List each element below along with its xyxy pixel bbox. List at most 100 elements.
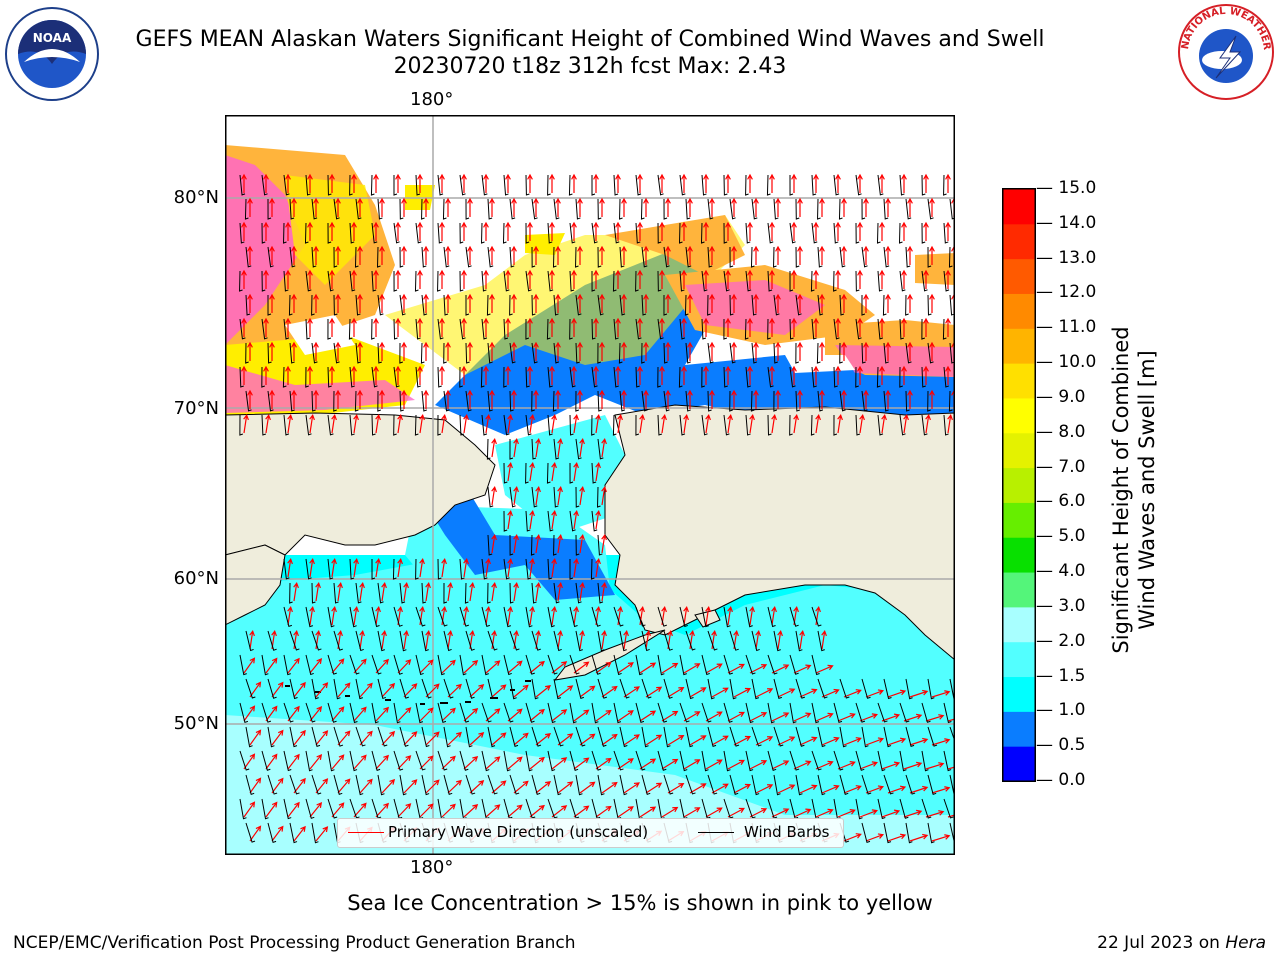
wind-barb <box>393 654 403 675</box>
wind-barb <box>905 294 909 316</box>
wind-barb <box>833 366 838 388</box>
wave-arrow <box>247 293 253 313</box>
wind-barb <box>861 822 871 844</box>
wind-barb <box>465 294 470 316</box>
wave-arrow <box>265 413 271 434</box>
wave-arrow <box>601 629 607 650</box>
wave-arrow <box>395 269 401 289</box>
wave-arrow <box>593 173 599 193</box>
wind-barb <box>657 654 665 676</box>
wave-arrow <box>601 581 607 602</box>
wave-arrow <box>621 197 627 217</box>
wind-barb <box>750 246 755 268</box>
wave-arrow <box>725 221 731 241</box>
wind-barb <box>327 174 332 196</box>
wind-barb <box>415 174 421 196</box>
wind-barb <box>305 798 315 819</box>
wind-barb <box>641 294 647 316</box>
wave-arrow <box>593 221 599 241</box>
wind-barb <box>729 726 740 747</box>
wave-arrow <box>931 690 951 698</box>
wind-barb <box>861 342 866 364</box>
wind-barb <box>751 774 760 796</box>
wave-arrow <box>705 663 723 674</box>
wave-arrow <box>287 801 300 818</box>
wind-barb <box>531 774 541 795</box>
wind-barb <box>817 246 823 268</box>
wind-barb <box>773 726 784 747</box>
wind-barb <box>751 294 757 316</box>
wave-arrow <box>401 245 407 265</box>
wave-arrow <box>815 808 834 818</box>
wind-barb <box>927 246 932 268</box>
lon-label-bottom: 180° <box>410 857 454 878</box>
wind-barb <box>657 222 662 244</box>
colorbar-label-line1: Significant Height of Combined <box>1109 326 1133 654</box>
host-name: Hera <box>1225 933 1266 953</box>
wind-barb <box>267 390 274 412</box>
wave-arrow <box>357 389 363 409</box>
wind-barb <box>833 174 840 196</box>
wind-barb <box>503 414 510 436</box>
wave-arrow <box>819 293 825 313</box>
wave-arrow <box>307 269 313 289</box>
wind-barb <box>795 198 800 220</box>
wave-arrow <box>489 389 495 409</box>
wind-barb <box>327 222 332 244</box>
wave-arrow <box>249 825 262 842</box>
wave-arrow <box>485 804 501 818</box>
wind-barb <box>327 318 332 340</box>
wind-barb <box>261 366 265 388</box>
wind-barb <box>811 318 817 340</box>
wave-arrow <box>639 710 657 722</box>
wind-barb <box>773 294 780 316</box>
wave-arrow <box>403 581 409 602</box>
wind-barb <box>663 678 673 699</box>
wind-barb <box>751 726 762 747</box>
wave-arrow <box>485 605 491 626</box>
wind-barb <box>613 654 622 676</box>
wave-arrow <box>577 293 583 313</box>
wind-barb <box>465 342 470 364</box>
wave-arrow <box>423 197 429 217</box>
wave-arrow <box>441 803 456 818</box>
wave-arrow <box>901 173 907 193</box>
wind-barb <box>685 342 691 364</box>
wave-arrow <box>357 197 363 217</box>
wind-barb <box>899 174 905 196</box>
wave-arrow <box>329 365 335 385</box>
wind-barb <box>443 294 449 316</box>
chart-subtitle: 20230720 t18z 312h fcst Max: 2.43 <box>393 54 787 79</box>
wind-barb <box>789 318 794 340</box>
wave-arrow <box>285 317 291 337</box>
wave-arrow <box>665 341 671 361</box>
wind-barb <box>877 318 884 340</box>
wind-barb <box>833 702 843 724</box>
wind-barb <box>333 198 340 220</box>
wave-arrow <box>615 221 621 241</box>
wind-barb <box>707 726 717 747</box>
wave-arrow <box>535 533 541 554</box>
wave-arrow <box>511 197 517 217</box>
wind-barb <box>547 366 553 388</box>
wind-barb <box>575 678 584 700</box>
wave-arrow <box>527 317 533 337</box>
wave-arrow <box>753 341 759 361</box>
wind-barb <box>811 174 817 196</box>
wind-barb <box>531 246 536 268</box>
wave-arrow <box>947 718 955 722</box>
wind-barb <box>569 702 577 724</box>
wind-barb <box>525 750 533 772</box>
wave-arrow <box>241 317 247 337</box>
wind-barb <box>795 726 805 747</box>
lat-label-80n: 80°N <box>173 187 219 208</box>
wave-arrow <box>379 341 385 361</box>
wave-arrow <box>643 245 649 265</box>
wave-arrow <box>923 269 929 289</box>
wave-arrow <box>513 684 529 698</box>
colorbar-cell <box>1003 293 1035 329</box>
wind-barb <box>591 174 596 196</box>
wind-barb <box>443 774 453 795</box>
wind-barb <box>509 726 519 748</box>
wind-barb <box>327 654 337 675</box>
